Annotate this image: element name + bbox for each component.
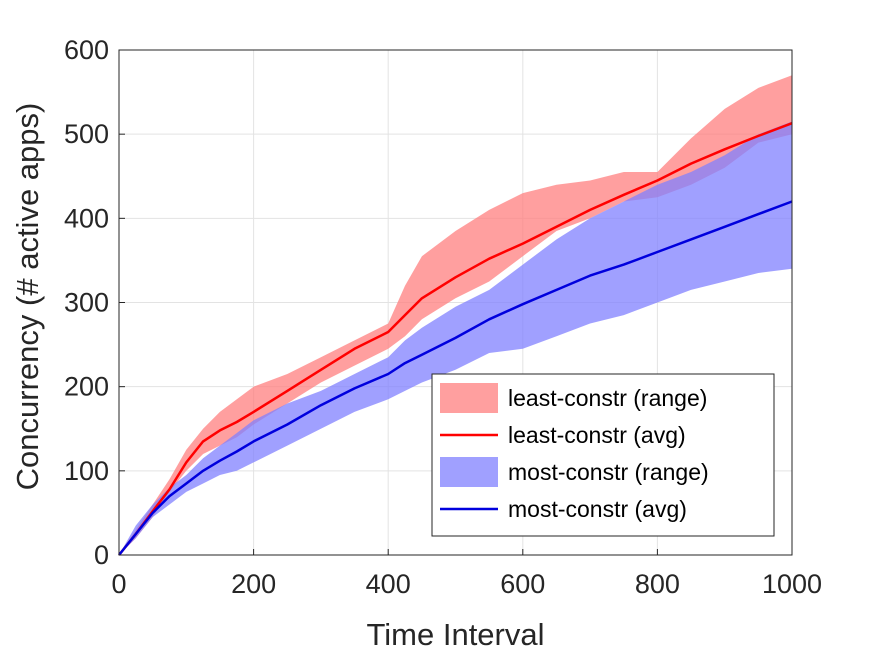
line-most-constr-avg	[118, 200, 793, 556]
y-tick-label: 400	[64, 203, 109, 233]
y-tick-label: 100	[64, 456, 109, 486]
legend-label-most-avg: most-constr (avg)	[508, 496, 687, 522]
x-tick-label: 200	[231, 569, 276, 599]
y-tick-label: 300	[64, 288, 109, 318]
legend-label-least-avg: least-constr (avg)	[508, 422, 686, 448]
legend-swatch-most-range	[440, 457, 498, 487]
legend: least-constr (range) least-constr (avg) …	[431, 373, 775, 537]
x-tick-label: 800	[635, 569, 680, 599]
x-axis-ticks: 0 200 400 600 800 1000	[111, 549, 822, 599]
y-tick-label: 600	[64, 35, 109, 65]
x-tick-label: 400	[366, 569, 411, 599]
y-tick-label: 0	[94, 540, 109, 570]
y-tick-label: 200	[64, 372, 109, 402]
x-tick-label: 600	[500, 569, 545, 599]
legend-label-most-range: most-constr (range)	[508, 459, 709, 485]
y-tick-label: 500	[64, 119, 109, 149]
legend-swatch-least-range	[440, 383, 498, 413]
x-tick-label: 0	[111, 569, 126, 599]
line-least-constr-avg	[118, 122, 793, 556]
legend-label-least-range: least-constr (range)	[508, 385, 707, 411]
y-axis-ticks: 0 100 200 300 400 500 600	[64, 35, 125, 570]
y-axis-title: Concurrency (# active apps)	[10, 103, 45, 491]
avg-lines	[118, 122, 793, 556]
x-axis-title: Time Interval	[366, 617, 544, 652]
x-tick-label: 1000	[762, 569, 822, 599]
